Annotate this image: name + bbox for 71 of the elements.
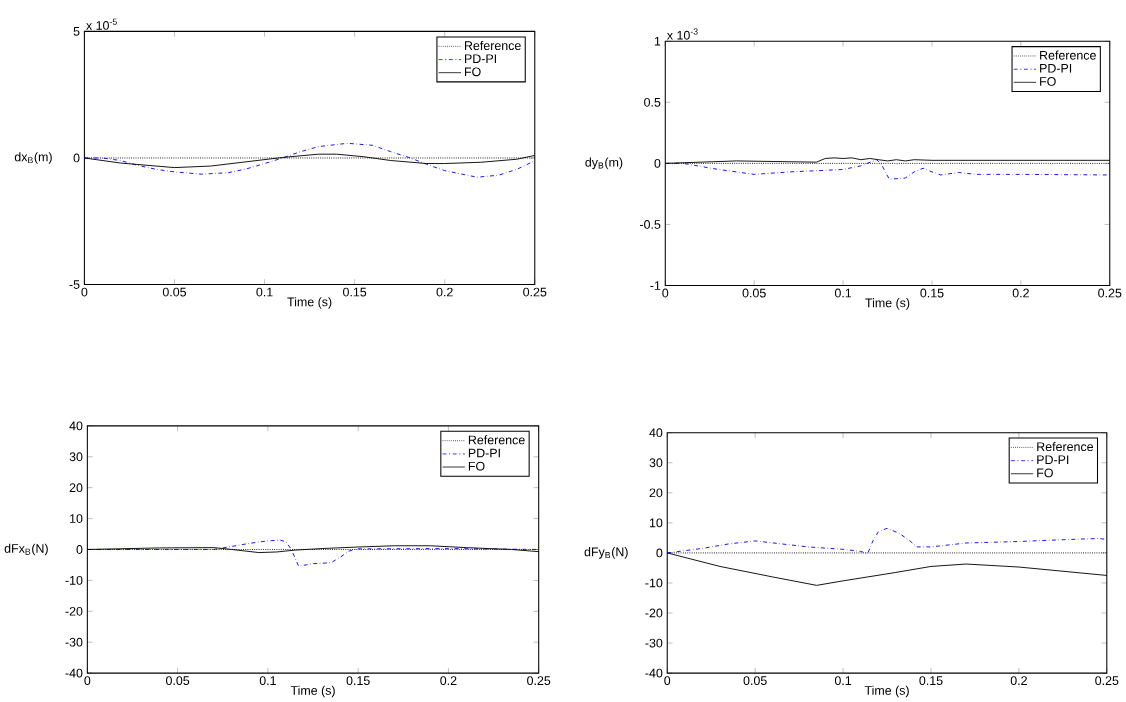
x-tick-label: 0.25 bbox=[527, 676, 551, 686]
x-axis-title: Time (s) bbox=[865, 298, 910, 310]
y-tick-label: 1 bbox=[654, 37, 661, 46]
y-tick-label: 30 bbox=[649, 458, 663, 468]
legend-label: PD-PI bbox=[1037, 455, 1069, 465]
y-axis-title: dFx$_{B}$(N) bbox=[4, 543, 48, 556]
y-tick-label: 0 bbox=[76, 545, 83, 555]
legend-label: PD-PI bbox=[465, 54, 496, 64]
y-tick-label: 5 bbox=[73, 27, 80, 36]
y-tick-label: 30 bbox=[69, 452, 83, 462]
y-axis-title: dy$_{B}$(m) bbox=[585, 157, 623, 170]
y-tick-label: 10 bbox=[649, 518, 663, 528]
text: x 10$^{-3}$ bbox=[666, 28, 698, 40]
y-tick-label: -40 bbox=[645, 668, 663, 678]
legend-label: Reference bbox=[1040, 50, 1096, 60]
y-tick-label: -10 bbox=[645, 578, 663, 588]
y-tick-label: 0 bbox=[73, 153, 80, 163]
x-tick-label: 0.25 bbox=[1098, 288, 1122, 298]
y-tick-label: 0.5 bbox=[644, 98, 661, 107]
x-tick-label: 0.15 bbox=[346, 676, 370, 686]
y-tick-label: 20 bbox=[649, 488, 663, 498]
legend-label: Reference bbox=[1037, 442, 1094, 452]
y-tick-label: 40 bbox=[649, 428, 663, 438]
legend-label: PD-PI bbox=[1040, 64, 1072, 73]
legend-label: FO bbox=[1037, 468, 1053, 478]
y-tick-label: -30 bbox=[65, 638, 83, 647]
y-tick-label: 0 bbox=[656, 548, 663, 558]
x-tick-label: 0.05 bbox=[743, 676, 767, 686]
y-tick-label: -0.5 bbox=[640, 220, 661, 230]
y-tick-label: 20 bbox=[69, 483, 83, 493]
legend-label: FO bbox=[465, 67, 481, 77]
y-tick-label: 40 bbox=[69, 421, 83, 431]
x-tick-label: 0.2 bbox=[1010, 676, 1027, 686]
y-tick-label: -10 bbox=[65, 576, 83, 586]
y-tick-label: -20 bbox=[65, 607, 83, 616]
x-tick-label: 0 bbox=[84, 676, 91, 686]
legend-label: Reference bbox=[465, 41, 521, 51]
y-axis-title: dFy$_{B}$(N) bbox=[584, 547, 628, 559]
x-tick-label: 0.2 bbox=[440, 676, 457, 686]
x-tick-label: 0.1 bbox=[834, 288, 852, 298]
legend-label: FO bbox=[468, 461, 485, 471]
x-tick-label: 0.05 bbox=[166, 676, 190, 686]
x-tick-label: 0.15 bbox=[919, 676, 943, 686]
y-tick-label: -30 bbox=[645, 638, 663, 648]
legend-label: PD-PI bbox=[468, 448, 500, 458]
x-tick-label: 0.2 bbox=[1012, 288, 1029, 298]
legend-label: Reference bbox=[468, 435, 525, 445]
x-tick-label: 0.25 bbox=[1095, 676, 1119, 686]
x-tick-label: 0.1 bbox=[834, 676, 852, 686]
line-series bbox=[666, 528, 1108, 555]
y-axis-title: dx$_{B}$(m) bbox=[14, 152, 52, 164]
y-tick-label: 10 bbox=[70, 514, 83, 524]
x-tick-label: 0 bbox=[664, 676, 671, 686]
x-tick-label: 0.05 bbox=[742, 288, 766, 298]
x-tick-label: 0.15 bbox=[920, 288, 944, 298]
x-tick-label: 0.1 bbox=[256, 287, 273, 297]
y-tick-label: -5 bbox=[69, 280, 80, 290]
y-tick-label: -40 bbox=[65, 668, 83, 678]
x-tick-label: 0.15 bbox=[343, 287, 367, 297]
text: x 10$^{-5}$ bbox=[86, 18, 117, 31]
legend-label: FO bbox=[1040, 77, 1056, 87]
y-tick-label: -20 bbox=[645, 608, 663, 618]
y-tick-label: 0 bbox=[654, 159, 661, 168]
x-tick-label: 0.1 bbox=[259, 676, 276, 686]
x-axis-title: Time (s) bbox=[290, 685, 335, 698]
x-axis-title: Time (s) bbox=[864, 685, 909, 698]
y-tick-label: -1 bbox=[650, 281, 661, 291]
x-tick-label: 0.2 bbox=[436, 287, 453, 297]
x-tick-label: 0.25 bbox=[523, 287, 547, 297]
x-axis-title: Time (s) bbox=[287, 297, 332, 309]
x-tick-label: 0.05 bbox=[162, 287, 187, 297]
